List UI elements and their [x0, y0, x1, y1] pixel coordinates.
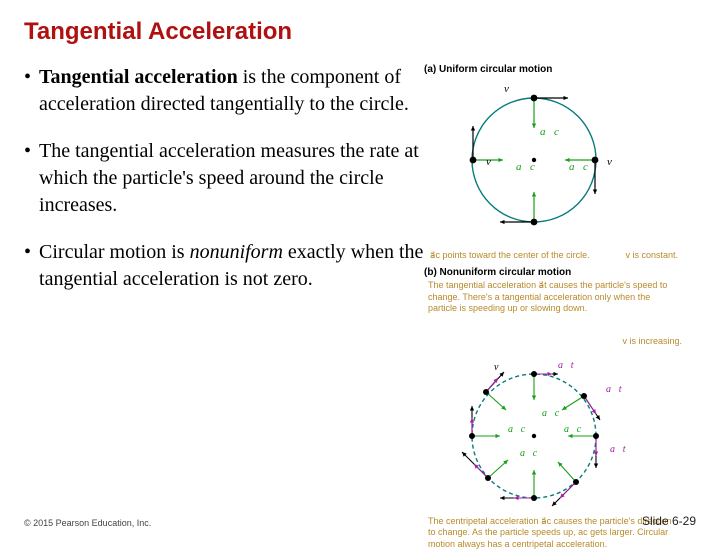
svg-text:a⃗c: a⃗c	[542, 408, 560, 419]
svg-text:a⃗c: a⃗c	[569, 161, 588, 173]
bullet-2: • The tangential acceleration measures t…	[24, 138, 424, 219]
svg-text:v⃗: v⃗	[504, 83, 517, 95]
content-row: • Tangential acceleration is the compone…	[24, 64, 696, 550]
svg-text:a⃗c: a⃗c	[540, 126, 559, 138]
svg-text:a⃗t: a⃗t	[558, 360, 574, 371]
svg-text:a⃗t: a⃗t	[606, 384, 622, 395]
svg-text:a⃗t: a⃗t	[610, 444, 626, 455]
svg-text:a⃗c: a⃗c	[520, 448, 538, 459]
svg-text:v⃗: v⃗	[607, 156, 620, 168]
bullet-dot: •	[24, 138, 31, 219]
slide: Tangential Acceleration • Tangential acc…	[0, 0, 720, 540]
panel-b-side-caption: v is increasing.	[622, 336, 682, 347]
bullet-2-text: The tangential acceleration measures the…	[39, 138, 424, 219]
bullet-dot: •	[24, 239, 31, 293]
bullet-3: • Circular motion is nonuniform exactly …	[24, 239, 424, 293]
bullet-3-text: Circular motion is nonuniform exactly wh…	[39, 239, 424, 293]
panel-a-caption2: v is constant.	[625, 250, 678, 261]
panel-a-caption1: a⃗c points toward the center of the circ…	[430, 250, 590, 261]
svg-text:v⃗: v⃗	[486, 156, 499, 168]
panel-a-label: (a) Uniform circular motion	[424, 64, 684, 75]
svg-text:a⃗c: a⃗c	[508, 424, 526, 435]
diagram-column: (a) Uniform circular motion v⃗ v⃗ v⃗ a⃗c a⃗c…	[424, 64, 684, 550]
slide-title: Tangential Acceleration	[24, 18, 696, 46]
bullet-1-bold: Tangential acceleration	[39, 66, 238, 88]
panel-b-top-caption: The tangential acceleration a⃗t causes t…	[424, 278, 684, 316]
panel-b-label: (b) Nonuniform circular motion	[424, 267, 684, 278]
footer-copyright: © 2015 Pearson Education, Inc.	[24, 518, 151, 528]
svg-text:a⃗c: a⃗c	[516, 161, 535, 173]
text-column: • Tangential acceleration is the compone…	[24, 64, 424, 550]
svg-text:a⃗c: a⃗c	[564, 424, 582, 435]
bullet-dot: •	[24, 64, 31, 118]
panel-a-diagram: v⃗ v⃗ v⃗ a⃗c a⃗c a⃗c	[424, 75, 684, 250]
bullet-1: • Tangential acceleration is the compone…	[24, 64, 424, 118]
footer-slide-number: Slide 6-29	[642, 514, 696, 528]
bullet-1-text: Tangential acceleration is the component…	[39, 64, 424, 118]
bullet-3-italic: nonuniform	[190, 241, 283, 263]
svg-text:v⃗: v⃗	[494, 362, 506, 373]
bullet-3-pre: Circular motion is	[39, 241, 190, 263]
